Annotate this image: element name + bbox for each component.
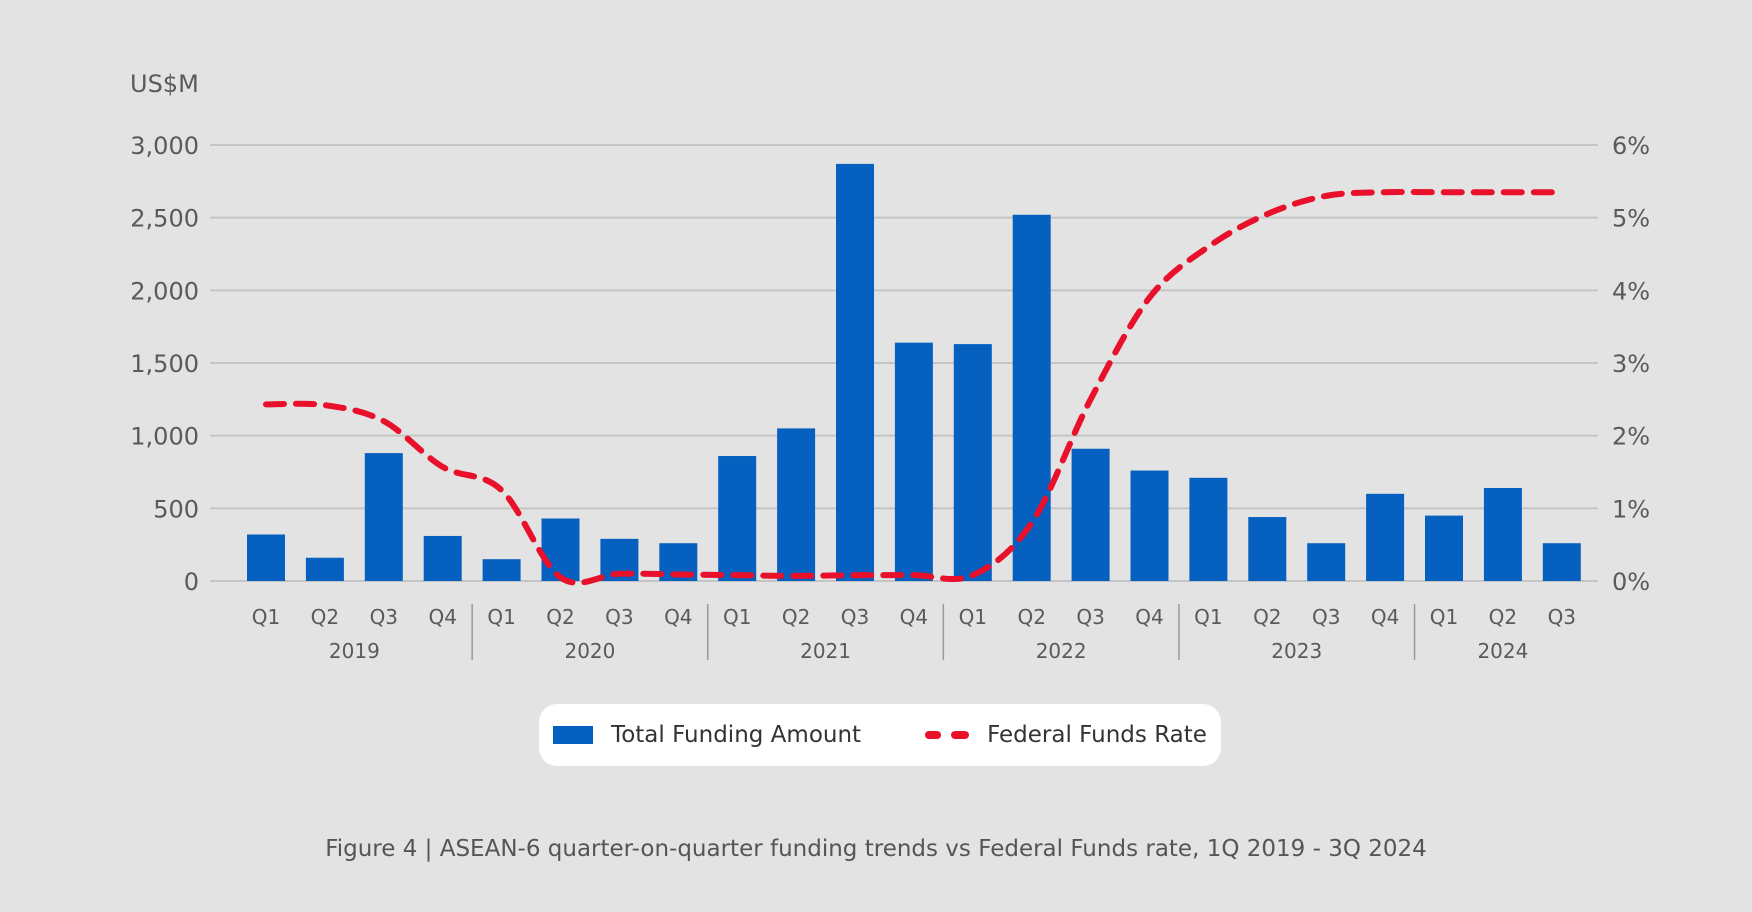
x-group-label: 2021 xyxy=(800,639,851,663)
x-tick-label: Q2 xyxy=(1017,605,1045,629)
figure-caption: Figure 4 | ASEAN-6 quarter-on-quarter fu… xyxy=(325,836,1427,862)
bar xyxy=(1071,448,1110,581)
x-tick-label: Q1 xyxy=(1430,605,1458,629)
bar xyxy=(364,453,403,581)
x-tick-label: Q2 xyxy=(311,605,339,629)
x-group-label: 2023 xyxy=(1271,639,1322,663)
x-group-label: 2019 xyxy=(329,639,380,663)
bar xyxy=(953,344,992,581)
y-right-tick-label: 3% xyxy=(1612,350,1650,378)
x-tick-label: Q4 xyxy=(428,605,456,629)
x-tick-label: Q4 xyxy=(664,605,692,629)
bar xyxy=(894,342,933,581)
x-tick-label: Q2 xyxy=(546,605,574,629)
x-group-label: 2024 xyxy=(1477,639,1528,663)
bar xyxy=(1307,543,1346,581)
y-left-tick-label: 2,000 xyxy=(130,277,199,305)
x-tick-label: Q4 xyxy=(1371,605,1399,629)
y-axis-unit: US$M xyxy=(130,70,199,98)
legend-item-funding: Total Funding Amount xyxy=(553,722,861,748)
bar xyxy=(1483,487,1522,581)
y-right-tick-label: 4% xyxy=(1612,277,1650,305)
legend-swatch-funding xyxy=(553,726,594,744)
bar xyxy=(836,163,874,582)
y-right-tick-label: 6% xyxy=(1612,132,1650,160)
y-right-tick-label: 2% xyxy=(1612,423,1650,451)
bar xyxy=(423,535,462,581)
y-left-tick-label: 1,000 xyxy=(130,423,199,451)
x-group-label: 2020 xyxy=(564,639,615,663)
bar xyxy=(777,428,816,581)
x-tick-label: Q3 xyxy=(1312,605,1340,629)
x-tick-label: Q2 xyxy=(1253,605,1281,629)
x-tick-label: Q3 xyxy=(1548,605,1576,629)
bar xyxy=(247,534,285,581)
bar xyxy=(1366,493,1405,581)
legend: Total Funding Amount Federal Funds Rate xyxy=(539,704,1221,766)
legend-label-rate: Federal Funds Rate xyxy=(987,722,1207,748)
x-tick-label: Q1 xyxy=(1194,605,1222,629)
y-left-tick-label: 2,500 xyxy=(130,205,199,233)
bar xyxy=(305,557,344,581)
x-tick-label: Q3 xyxy=(1076,605,1104,629)
x-tick-label: Q3 xyxy=(605,605,633,629)
y-right-tick-label: 0% xyxy=(1612,568,1650,596)
bar xyxy=(718,456,757,581)
y-left-tick-label: 3,000 xyxy=(130,132,199,160)
y-left-tick-label: 1,500 xyxy=(130,350,199,378)
bar xyxy=(1012,214,1051,581)
legend-item-rate: Federal Funds Rate xyxy=(925,722,1207,748)
legend-swatch-rate xyxy=(925,731,970,739)
x-tick-label: Q3 xyxy=(841,605,869,629)
bar xyxy=(1542,543,1581,581)
bar xyxy=(1189,477,1228,581)
x-tick-label: Q1 xyxy=(487,605,515,629)
x-group-label: 2022 xyxy=(1036,639,1087,663)
bar xyxy=(1425,515,1463,581)
x-tick-label: Q1 xyxy=(252,605,280,629)
y-right-tick-label: 1% xyxy=(1612,495,1650,523)
x-tick-label: Q1 xyxy=(959,605,987,629)
y-left-tick-label: 0 xyxy=(184,568,199,596)
bar xyxy=(541,518,580,581)
x-tick-label: Q2 xyxy=(1489,605,1517,629)
x-tick-label: Q4 xyxy=(900,605,928,629)
legend-label-funding: Total Funding Amount xyxy=(611,722,862,748)
x-tick-label: Q3 xyxy=(370,605,398,629)
y-left-tick-label: 500 xyxy=(153,495,199,523)
x-tick-label: Q1 xyxy=(723,605,751,629)
x-tick-label: Q2 xyxy=(782,605,810,629)
bar xyxy=(482,559,521,581)
rate-line xyxy=(263,188,1565,586)
bar xyxy=(1130,470,1169,581)
x-tick-label: Q4 xyxy=(1135,605,1163,629)
bar xyxy=(1248,517,1287,581)
y-right-tick-label: 5% xyxy=(1612,205,1650,233)
